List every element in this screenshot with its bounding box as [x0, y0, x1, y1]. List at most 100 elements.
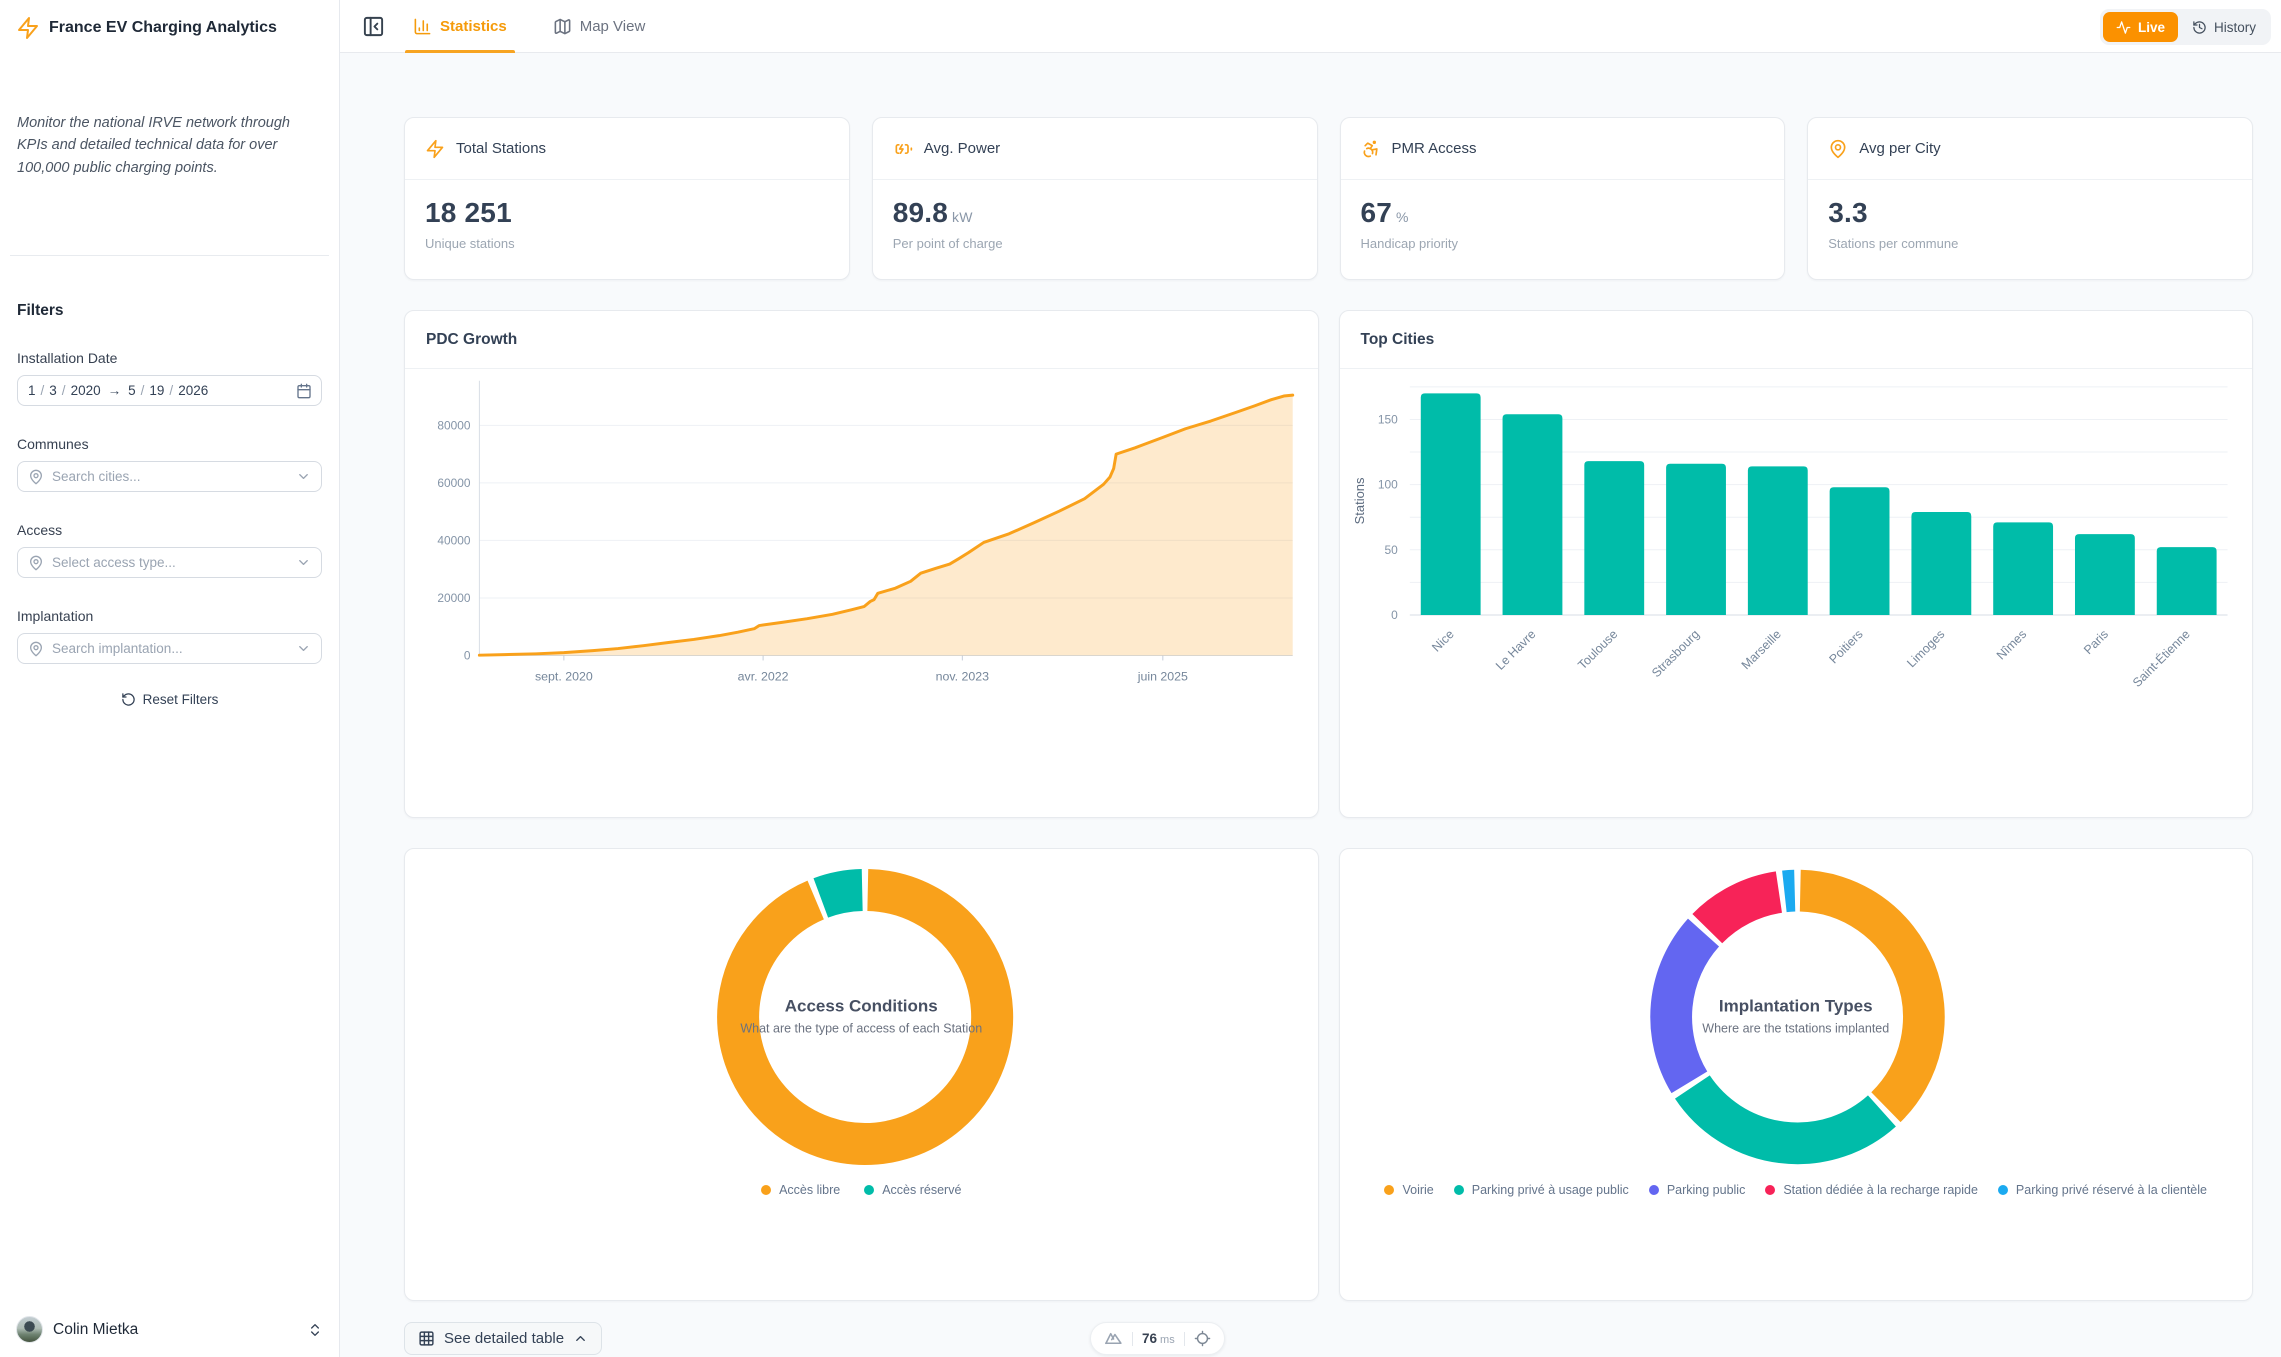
battery-charging-icon	[893, 139, 913, 159]
date-to-day[interactable]: 19	[149, 383, 165, 399]
date-to-month[interactable]: 5	[128, 383, 136, 399]
access-label: Access	[17, 522, 63, 539]
legend-dot	[1648, 1185, 1659, 1195]
history-button[interactable]: History	[2180, 12, 2268, 42]
access-select[interactable]: Select access type...	[17, 547, 322, 579]
live-button[interactable]: Live	[2102, 12, 2178, 42]
date-from-day[interactable]: 3	[49, 383, 57, 399]
accessibility-icon	[1361, 139, 1381, 159]
map-pin-icon	[1828, 139, 1848, 159]
svg-text:150: 150	[1377, 412, 1397, 426]
communes-field: Communes Search cities...	[0, 406, 339, 493]
sidebar-collapse-button[interactable]	[362, 15, 385, 38]
implantation-label: Implantation	[17, 608, 94, 625]
svg-text:avr. 2022: avr. 2022	[738, 669, 789, 683]
chevron-down-icon	[296, 469, 311, 484]
filters-heading: Filters	[17, 302, 64, 320]
installation-date-field: Installation Date 1 / 3 / 2020 → 5 / 19 …	[0, 320, 339, 407]
user-menu[interactable]: Colin Mietka	[0, 1302, 339, 1357]
tab-map-view[interactable]: Map View	[549, 0, 650, 53]
legend-dot	[1765, 1185, 1776, 1195]
legend-item[interactable]: Parking privé réservé à la clientèle	[1997, 1183, 2207, 1197]
legend-item[interactable]: Parking public	[1648, 1183, 1745, 1197]
legend-item[interactable]: Station dédiée à la recharge rapide	[1765, 1183, 1978, 1197]
kpi-value: 67%	[1360, 197, 1409, 228]
kpi-subtitle: Unique stations	[425, 236, 515, 251]
locate-icon[interactable]	[1194, 1330, 1211, 1347]
donuts-row: Access Conditions What are the type of a…	[404, 848, 2253, 1301]
implantation-types-donut[interactable]	[1340, 849, 2254, 1179]
svg-text:50: 50	[1384, 543, 1398, 557]
charts-row: PDC Growth 0 20000 40000 60000 80000 sept. 20…	[404, 310, 2253, 818]
communes-select[interactable]: Search cities...	[17, 461, 322, 493]
svg-text:Saint-Étienne: Saint-Étienne	[2129, 626, 2193, 690]
kpi-row: Total Stations 18 251 Unique stations Av…	[404, 117, 2253, 280]
date-to-year[interactable]: 2026	[178, 383, 209, 399]
svg-text:Nîmes: Nîmes	[1993, 627, 2028, 662]
avatar	[16, 1316, 43, 1343]
kpi-card-avg-power: Avg. Power 89.8 kW Per point of charge	[871, 117, 1318, 280]
svg-text:Le Havre: Le Havre	[1492, 627, 1538, 673]
svg-text:0: 0	[464, 648, 471, 662]
svg-text:0: 0	[1391, 608, 1398, 622]
tab-statistics[interactable]: Statistics	[405, 0, 515, 53]
legend-dot	[864, 1185, 875, 1195]
top-cities-title: Top Cities	[1360, 330, 1435, 348]
svg-text:40000: 40000	[437, 533, 470, 547]
legend-item[interactable]: Parking privé à usage public	[1453, 1183, 1629, 1197]
svg-text:Limoges: Limoges	[1904, 627, 1947, 670]
implantation-select[interactable]: Search implantation...	[17, 633, 322, 665]
see-detailed-table-button[interactable]: See detailed table	[404, 1322, 603, 1355]
kpi-subtitle: Per point of charge	[892, 236, 1003, 251]
access-conditions-legend: Accès libre Accès réservé	[405, 1183, 1318, 1197]
svg-text:sept. 2020: sept. 2020	[535, 669, 593, 683]
installation-date-input[interactable]: 1 / 3 / 2020 → 5 / 19 / 2026	[17, 375, 322, 407]
app-description: Monitor the national IRVE network throug…	[17, 115, 290, 176]
dashboard-content: Total Stations 18 251 Unique stations Av…	[340, 53, 2281, 1357]
svg-text:80000: 80000	[437, 418, 470, 432]
chevrons-up-down-icon[interactable]	[307, 1322, 323, 1338]
top-cities-card: Top Cities 0 50 100 150 Stations Nice Le Havre…	[1338, 310, 2253, 818]
bolt-icon	[425, 139, 445, 159]
date-from-year[interactable]: 2020	[70, 383, 101, 399]
kpi-value: 89.8 kW	[892, 197, 973, 228]
kpi-card-total-stations: Total Stations 18 251 Unique stations	[404, 117, 850, 280]
pdc-growth-chart[interactable]: 0 20000 40000 60000 80000 sept. 2020 avr. 2022…	[405, 369, 1318, 818]
access-conditions-donut[interactable]	[405, 849, 1319, 1179]
svg-text:Toulouse: Toulouse	[1575, 627, 1620, 672]
map-icon	[553, 17, 572, 36]
date-from-month[interactable]: 1	[28, 383, 36, 399]
performance-pill[interactable]: 76 ms	[1090, 1322, 1225, 1355]
kpi-card-avg-per-city: Avg per City 3.3 Stations per commune	[1807, 117, 2253, 280]
map-pin-icon	[28, 469, 44, 485]
map-pin-icon	[28, 641, 44, 657]
svg-text:Strasbourg: Strasbourg	[1649, 627, 1702, 680]
map-pin-icon	[28, 555, 44, 571]
legend-item[interactable]: Accès libre	[761, 1183, 840, 1197]
pdc-growth-card: PDC Growth 0 20000 40000 60000 80000 sept. 20…	[404, 310, 1319, 818]
calendar-icon[interactable]	[296, 383, 312, 399]
history-icon	[2192, 20, 2207, 35]
communes-label: Communes	[17, 436, 89, 453]
svg-text:20000: 20000	[437, 591, 470, 605]
kpi-value: 3.3	[1828, 197, 1868, 228]
legend-item[interactable]: Accès réservé	[864, 1183, 961, 1197]
svg-text:Nice: Nice	[1429, 627, 1457, 655]
legend-dot	[761, 1185, 772, 1195]
implantation-types-card: Implantation Types Where are the tstatio…	[1338, 848, 2254, 1301]
legend-item[interactable]: Voirie	[1384, 1183, 1434, 1197]
top-cities-chart[interactable]: 0 50 100 150 Stations Nice Le Havre Toulouse Str…	[1340, 369, 2253, 818]
activity-icon	[2116, 20, 2131, 35]
reset-filters-button[interactable]: Reset Filters	[121, 692, 218, 707]
kpi-value: 18 251	[425, 197, 512, 228]
svg-text:nov. 2023: nov. 2023	[936, 669, 990, 683]
kpi-subtitle: Stations per commune	[1828, 236, 1959, 251]
chevron-down-icon	[296, 641, 311, 656]
latency-value: 76 ms	[1142, 1331, 1175, 1346]
kpi-subtitle: Handicap priority	[1360, 236, 1459, 251]
pdc-growth-title: PDC Growth	[426, 330, 518, 348]
main-area: Statistics Map View Live	[340, 0, 2281, 1357]
svg-text:Paris: Paris	[2081, 627, 2111, 657]
app-logo: France EV Charging Analytics	[0, 0, 339, 50]
sidebar-divider	[10, 255, 329, 257]
